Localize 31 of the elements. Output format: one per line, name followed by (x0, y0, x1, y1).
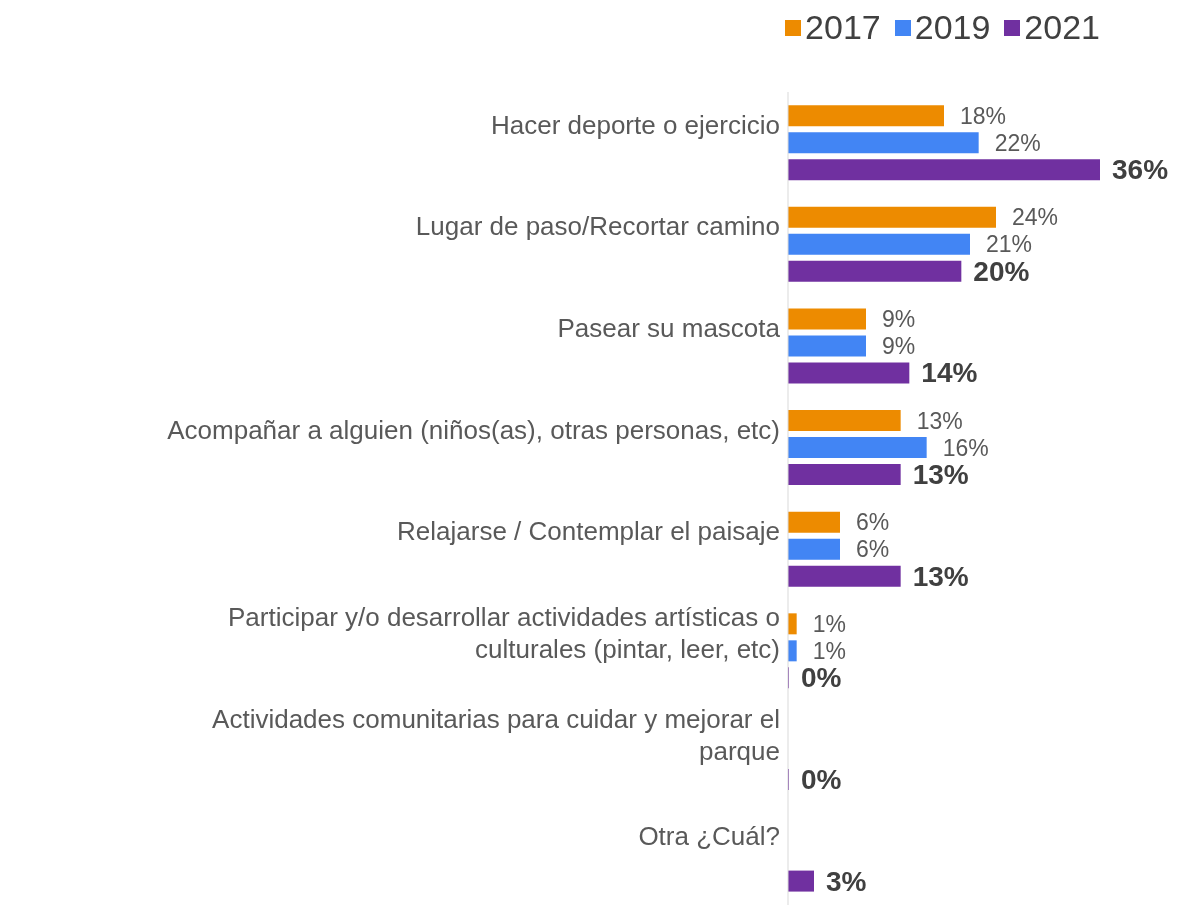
data-label: 13% (912, 560, 969, 592)
legend-label: 2019 (913, 8, 991, 47)
data-label: 6% (856, 536, 890, 563)
y-tick-label: Lugar de paso/Recortar camino (415, 211, 780, 242)
legend-label: 2017 (804, 8, 881, 47)
data-label: 13% (912, 459, 969, 491)
data-label: 21% (986, 231, 1033, 258)
data-label: 13% (916, 407, 963, 434)
y-tick-label: Actividades comunitarias para cuidar y mejorar el parque (212, 703, 780, 766)
data-label: 22% (994, 129, 1041, 156)
data-label: 0% (801, 763, 842, 795)
data-label: 0% (801, 662, 842, 694)
y-tick-label: Otra ¿Cuál? (638, 821, 780, 852)
data-label: 20% (973, 255, 1030, 287)
y-tick-label: Participar y/o desarrollar actividades artísticas o culturales (pintar, leer, etc) (227, 601, 780, 664)
y-tick-label: Hacer deporte o ejercicio (490, 109, 780, 140)
data-label: 9% (882, 332, 916, 359)
data-label: 1% (812, 637, 846, 664)
data-label: 24% (1012, 204, 1059, 231)
data-label: 3% (826, 865, 867, 897)
y-tick-label: Relajarse / Contemplar el paisaje (397, 516, 780, 547)
data-label: 36% (1112, 154, 1169, 186)
data-label: 14% (921, 357, 978, 389)
legend-label: 2021 (1023, 8, 1100, 47)
data-label: 18% (960, 102, 1007, 129)
data-label: 6% (856, 509, 890, 536)
y-tick-label: Pasear su mascota (557, 313, 781, 344)
data-label: 1% (812, 610, 846, 637)
data-label: 16% (942, 434, 989, 461)
data-label: 9% (882, 305, 916, 332)
y-tick-label: Acompañar a alguien (niños(as), otras personas, etc) (167, 414, 780, 445)
